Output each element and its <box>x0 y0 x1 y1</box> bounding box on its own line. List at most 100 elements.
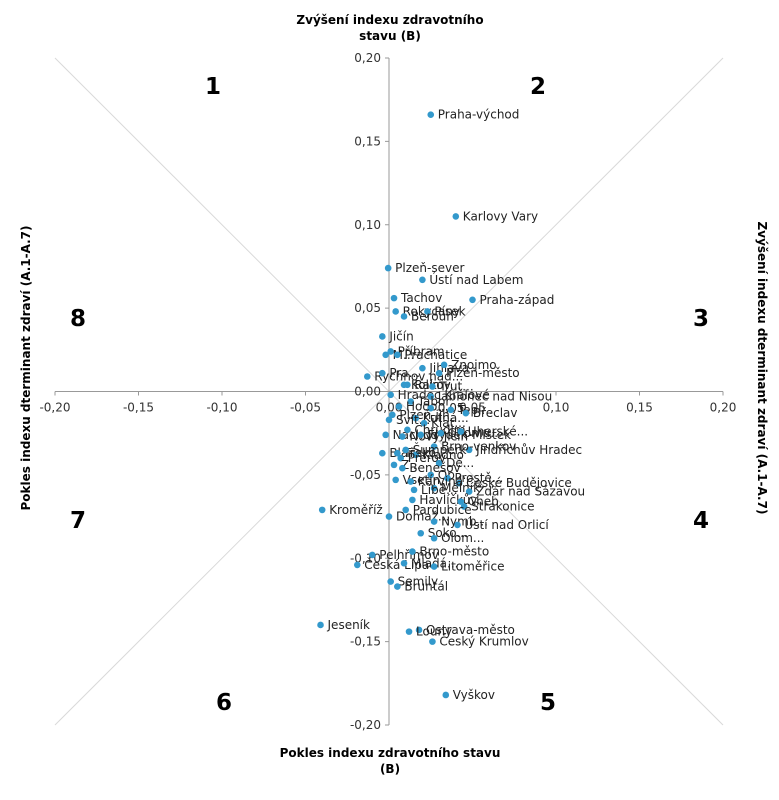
data-point-group: Uherské... <box>457 425 528 439</box>
octant-label-2: 2 <box>530 74 547 100</box>
data-label: Česká Lípa <box>364 557 429 572</box>
data-point-group: Plzeň-jih <box>389 408 450 422</box>
x-axis-title-right: Zvýšení indexu dterminant zdraví (A.1-A.… <box>755 221 769 515</box>
data-point-group: Z... <box>390 458 421 472</box>
y-axis-title-top: Zvýšení indexu zdravotního stavu (B) <box>296 13 484 43</box>
data-point <box>460 503 468 510</box>
data-label: Pra... <box>389 366 420 380</box>
data-label: Vyškov <box>453 688 495 702</box>
data-point <box>457 428 465 435</box>
octant-label-3: 3 <box>693 306 710 332</box>
y-axis-title-bottom: Pokles indexu zdravotního stavu (B) <box>279 746 501 776</box>
data-point-group: Tachov <box>390 291 442 305</box>
data-points: Praha-východ Karlovy Vary Plzeň-severÚstí … <box>317 108 585 702</box>
data-label: Olom... <box>441 531 484 545</box>
data-label: Louny <box>416 625 452 639</box>
data-point <box>405 628 413 635</box>
data-label: Žďár nad Sázavou <box>476 484 585 499</box>
data-point <box>394 583 401 590</box>
data-label: Praha-východ <box>438 108 520 122</box>
data-label: Kutná... <box>423 411 469 425</box>
data-point <box>465 488 473 495</box>
data-label: Jeseník <box>327 618 370 632</box>
data-point-group: Pelhřimov <box>369 548 439 562</box>
data-point-group: Litoměřice <box>430 560 504 574</box>
data-point <box>455 479 463 487</box>
data-label: Soko... <box>428 526 468 540</box>
data-point-group: Jeseník <box>317 618 370 632</box>
data-point <box>444 474 451 482</box>
data-point-group: České Budějovice <box>455 475 572 490</box>
data-label: Jindřichův Hradec <box>475 443 582 457</box>
data-point-group: Klat... <box>420 416 466 430</box>
data-label: Libe... <box>421 483 457 497</box>
data-label: Ostrava-město <box>426 623 515 637</box>
data-point <box>389 411 396 419</box>
data-point <box>394 449 401 457</box>
data-label: Cheb <box>468 495 499 509</box>
data-point <box>429 638 436 645</box>
data-point-group: Znojmo <box>440 358 497 372</box>
data-label: Brno-venkov <box>441 440 516 454</box>
data-point <box>469 296 476 304</box>
data-point-group: Ústí nad Labem <box>419 272 523 287</box>
data-point-group: Brno-venkov <box>430 440 516 454</box>
data-point-group: Tábor <box>407 395 450 409</box>
data-point <box>427 393 435 400</box>
data-label: Karlovy Vary <box>463 209 538 223</box>
data-point <box>417 529 425 537</box>
data-point <box>417 431 425 439</box>
data-point <box>430 443 438 450</box>
data-point <box>369 551 376 559</box>
data-label: Příbram <box>398 344 445 358</box>
data-label: Rakov... <box>414 378 461 392</box>
data-point-group: Kladno <box>412 448 464 462</box>
data-point <box>430 518 438 525</box>
data-label: Břeclav <box>473 406 518 420</box>
data-point-group: Semily <box>387 575 438 589</box>
data-label: Z... <box>401 458 421 472</box>
data-label: Český Krumlov <box>439 634 528 649</box>
x-tick-label: -0,10 <box>206 401 237 415</box>
data-point-group: Chrudim <box>404 423 466 437</box>
data-label: Nymb... <box>441 515 488 529</box>
data-point-group: M... <box>382 348 414 362</box>
x-axis-title-left: Pokles indexu dterminant zdraví (A.1-A.7… <box>19 225 33 511</box>
y-tick-label: 0,10 <box>354 218 381 232</box>
data-point <box>437 429 445 437</box>
data-label: Semily <box>398 575 438 589</box>
data-point-group: Žďár nad Sázavou <box>465 484 585 499</box>
x-tick-label: -0,20 <box>39 401 70 415</box>
data-label: Litoměřice <box>441 560 504 574</box>
data-point <box>429 383 436 390</box>
data-point-group: Česká Lípa <box>353 557 429 572</box>
data-point <box>379 369 386 377</box>
data-point <box>409 548 416 555</box>
data-point <box>462 409 470 417</box>
data-point-group: Břeclav <box>462 406 518 420</box>
data-label: Jičín <box>388 329 413 343</box>
data-point-group: Soko... <box>417 526 468 540</box>
data-point-group: Frýdek-Místek <box>417 428 511 442</box>
data-label: Hodo... <box>406 400 449 414</box>
data-point <box>400 381 408 389</box>
x-tick-label: 0,15 <box>626 401 653 415</box>
data-label: Plzeň-sever <box>395 261 464 275</box>
data-point <box>363 373 371 380</box>
data-label: Plzeň-město <box>446 366 520 380</box>
data-point <box>404 426 411 434</box>
data-label: Pardubice <box>413 503 472 517</box>
data-point <box>400 559 408 567</box>
data-label: Benešov <box>409 461 460 475</box>
data-label: Šumperk <box>413 442 467 457</box>
data-label: Strakonice <box>471 500 534 514</box>
data-point-group: Bruntál <box>394 580 448 594</box>
data-point-group: Nymb... <box>430 515 488 529</box>
data-point <box>384 264 392 272</box>
data-point-group: Vyškov <box>442 688 495 702</box>
data-point <box>457 498 465 505</box>
data-point <box>435 459 443 467</box>
data-point-group: Jablonec nad Nisou <box>427 390 552 404</box>
data-point-group: Havlíčkův... <box>409 493 488 507</box>
data-label: Chrudim <box>414 423 465 437</box>
